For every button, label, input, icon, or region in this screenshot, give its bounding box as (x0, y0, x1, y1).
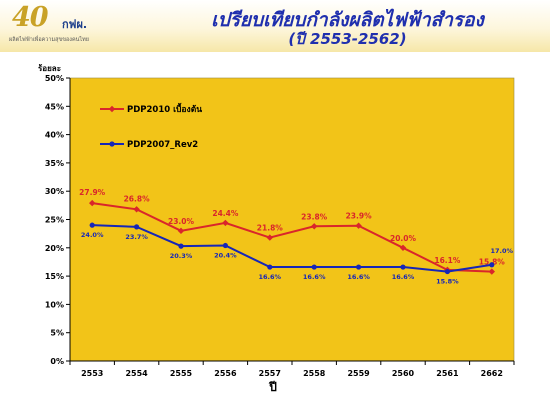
series-2-point (311, 264, 317, 270)
reserve-margin-chart: 0% 5% 10% 15% 20% 25% 30% 35% 40% 45% 50% 2553 2554 2… (38, 63, 515, 394)
series-2-point (222, 242, 228, 249)
series-1-point (222, 219, 229, 227)
y-tick-label: 45% (45, 102, 64, 111)
series-2-data-label: 20.3% (170, 252, 193, 260)
x-tick-label: 2557 (259, 369, 281, 378)
x-tick-label: 2560 (392, 369, 415, 378)
series-2-data-label: 16.6% (303, 273, 326, 281)
series-1-data-label: 24.4% (212, 209, 239, 218)
y-tick-label: 30% (45, 187, 64, 196)
series-2-point (489, 262, 495, 268)
series-1-point (89, 199, 96, 207)
page-subtitle: (ปี 2553-2562) (288, 30, 407, 48)
header-banner: 40 กฟผ. ผลิตไฟฟ้าเพื่อความสุขของคนไทย เป… (0, 0, 550, 52)
y-tick-label: 50% (45, 74, 64, 83)
series-1-data-label: 27.9% (79, 188, 106, 197)
series-2-point (400, 264, 406, 270)
y-tick-label: 35% (45, 159, 64, 168)
x-axis-title: ปี (269, 380, 278, 394)
y-tick-label: 5% (50, 329, 64, 338)
y-tick-label: 15% (45, 272, 64, 281)
legend-marker-1 (108, 105, 116, 113)
legend-label-1: PDP2010 เบื้องต้น (127, 102, 202, 115)
legend-marker-2 (109, 141, 115, 147)
series-1-point (311, 223, 318, 230)
series-1-data-label: 16.1% (434, 256, 461, 265)
series-2-data-label: 15.8% (436, 278, 459, 286)
x-tick-label: 2561 (436, 369, 459, 378)
y-tick-label: 0% (50, 357, 64, 366)
series-2-data-label: 17.0% (491, 247, 514, 255)
series-2-data-label: 23.7% (125, 233, 148, 241)
y-tick-label: 40% (45, 131, 64, 140)
egat-logo-mark: 40 (12, 2, 49, 33)
x-tick-label: 2558 (303, 369, 326, 378)
series-2-point (134, 224, 140, 230)
page-title: เปรียบเทียบกำลังผลิตไฟฟ้าสำรอง (211, 9, 484, 31)
series-1-data-label: 23.0% (168, 217, 195, 226)
series-1-point (355, 222, 362, 229)
egat-logo-text: กฟผ. (62, 18, 88, 31)
series-2-data-label: 16.6% (347, 273, 370, 281)
series-1-data-label: 26.8% (124, 194, 151, 203)
series-2-data-label: 16.6% (392, 273, 415, 281)
egat-logo-tagline: ผลิตไฟฟ้าเพื่อความสุขของคนไทย (9, 37, 90, 43)
series-2-data-label: 16.6% (259, 273, 282, 281)
series-2-data-label: 24.0% (81, 231, 104, 239)
x-tick-label: 2662 (481, 369, 503, 378)
x-tick-label: 2554 (125, 369, 148, 378)
series-1-data-label: 20.0% (390, 234, 417, 243)
series-1-point (266, 234, 273, 241)
x-tick-label: 2559 (347, 369, 370, 378)
series-2-point (267, 264, 273, 270)
series-1-point (399, 244, 407, 251)
series-2-point (356, 264, 362, 270)
plot-area (69, 77, 515, 362)
y-axis-title: ร้อยละ (38, 63, 61, 73)
series-2-point (178, 243, 184, 249)
series-line-1 (92, 202, 492, 273)
series-2-data-label: 20.4% (214, 252, 237, 260)
series-2-point (444, 268, 450, 275)
series-line-2 (92, 224, 492, 273)
x-tick-label: 2555 (170, 369, 193, 378)
series-1-data-label: 23.8% (301, 212, 328, 221)
series-1-point (177, 227, 185, 235)
series-1-data-label: 23.9% (346, 212, 373, 221)
x-tick-label: 2553 (81, 369, 103, 378)
y-tick-label: 25% (45, 216, 64, 225)
series-1-point (133, 206, 140, 213)
series-1-data-label: 21.8% (257, 224, 284, 233)
series-1-data-label: 15.8% (479, 258, 506, 267)
series-2-point (89, 222, 95, 228)
y-tick-label: 10% (45, 300, 64, 309)
y-tick-label: 20% (45, 244, 64, 253)
series-1-point (488, 268, 495, 275)
legend-label-2: PDP2007_Rev2 (127, 140, 198, 150)
x-tick-label: 2556 (214, 369, 237, 378)
